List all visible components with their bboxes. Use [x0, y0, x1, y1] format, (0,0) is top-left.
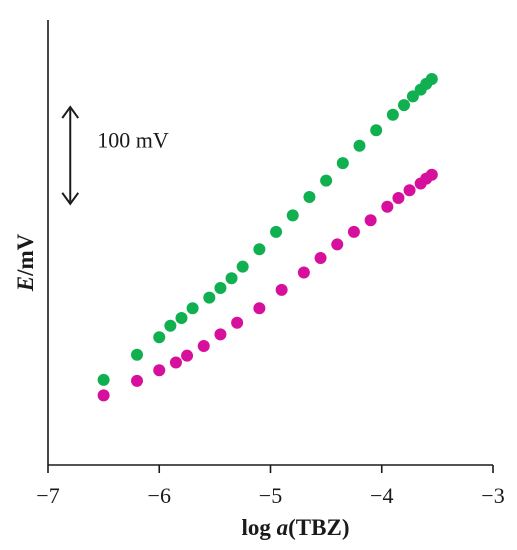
- data-point: [347, 225, 360, 238]
- data-point: [181, 349, 194, 362]
- data-point: [225, 272, 238, 285]
- axes: −7 −6 −5 −4 −3: [36, 20, 505, 508]
- x-tick-label: −3: [481, 483, 504, 508]
- x-ticks: −7 −6 −5 −4 −3: [36, 465, 505, 508]
- data-point: [353, 139, 366, 152]
- data-point: [320, 174, 333, 187]
- y-axis-title: E/mV: [13, 233, 38, 292]
- data-point: [131, 348, 143, 361]
- data-point: [97, 373, 110, 386]
- data-point: [203, 291, 216, 304]
- data-point: [392, 192, 405, 204]
- series-1: [97, 73, 438, 386]
- data-point: [314, 251, 327, 264]
- data-point: [153, 364, 166, 377]
- scale-bar: 100 mV: [61, 105, 169, 206]
- data-point: [406, 90, 419, 103]
- data-point: [270, 225, 283, 238]
- data-point: [197, 340, 210, 353]
- x-tick-label: −5: [259, 483, 282, 508]
- x-tick-label: −7: [36, 483, 59, 508]
- data-point: [386, 108, 399, 121]
- data-point: [398, 99, 410, 112]
- data-point: [370, 124, 383, 137]
- data-point: [236, 260, 249, 273]
- data-point: [381, 200, 394, 213]
- data-point: [175, 311, 188, 324]
- data-points: [97, 73, 438, 402]
- data-point: [153, 331, 166, 344]
- data-point: [331, 238, 344, 251]
- data-point: [214, 328, 227, 341]
- series-2: [97, 168, 438, 402]
- data-point: [425, 168, 438, 181]
- data-point: [336, 157, 349, 170]
- data-point: [275, 283, 288, 296]
- data-point: [164, 319, 177, 332]
- data-point: [253, 243, 266, 256]
- arrow-down-icon: [61, 192, 80, 206]
- data-point: [131, 374, 143, 387]
- data-point: [403, 184, 416, 197]
- x-axis-title: log a(TBZ): [242, 515, 350, 540]
- data-point: [169, 356, 182, 369]
- x-tick-label: −4: [370, 483, 393, 508]
- data-point: [231, 316, 244, 329]
- x-tick-label: −6: [148, 483, 171, 508]
- data-point: [297, 266, 310, 279]
- data-point: [97, 389, 110, 402]
- scale-bar-label: 100 mV: [97, 127, 169, 152]
- data-point: [214, 281, 227, 294]
- data-point: [253, 302, 266, 315]
- data-point: [364, 214, 377, 227]
- arrow-up-icon: [61, 105, 80, 119]
- data-point: [425, 73, 438, 86]
- data-point: [286, 209, 299, 222]
- data-point: [303, 191, 316, 204]
- data-point: [186, 302, 199, 315]
